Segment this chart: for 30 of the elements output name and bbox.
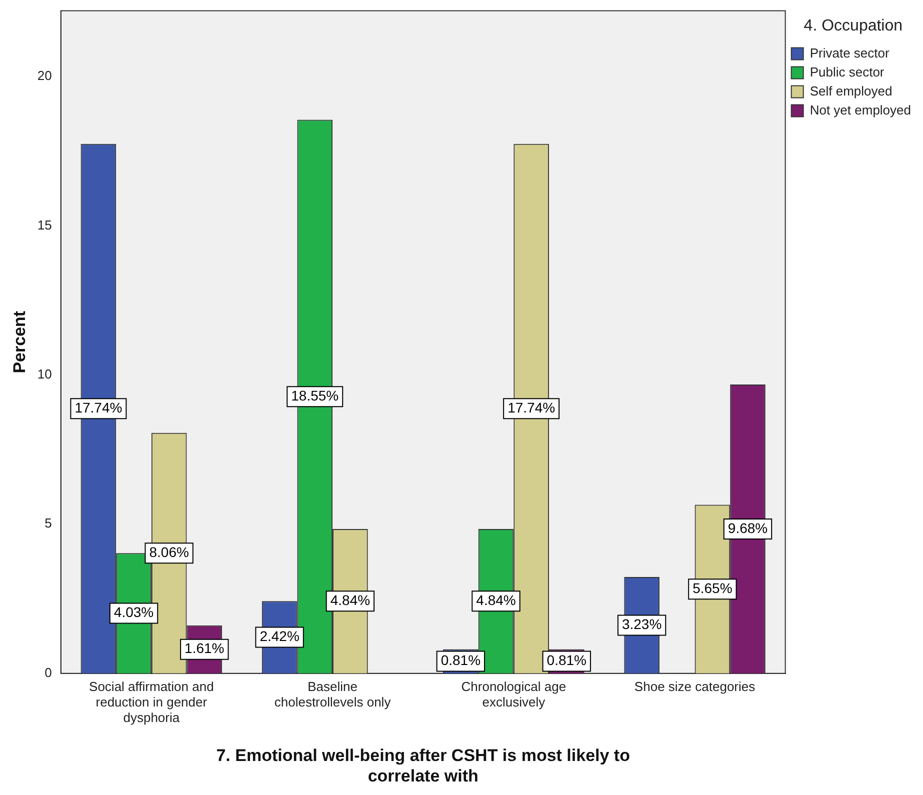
legend-label: Self employed bbox=[810, 83, 892, 98]
x-tick-label: Baseline cholestrollevels only bbox=[274, 678, 392, 710]
data-label: 9.68% bbox=[728, 520, 768, 536]
data-label: 0.81% bbox=[546, 652, 586, 668]
data-label: 18.55% bbox=[291, 387, 339, 404]
data-label: 0.81% bbox=[440, 652, 481, 668]
data-label: 8.06% bbox=[149, 544, 189, 560]
y-tick-label: 10 bbox=[37, 366, 52, 382]
data-label: 17.74% bbox=[74, 400, 122, 416]
legend-title: 4. Occupation bbox=[804, 17, 903, 34]
x-tick-label: Chronological age exclusively bbox=[461, 678, 566, 710]
y-tick-label: 0 bbox=[44, 664, 52, 680]
y-tick-label: 5 bbox=[44, 516, 52, 531]
x-tick-label: Shoe size categories bbox=[634, 678, 756, 694]
data-label: 4.03% bbox=[114, 604, 154, 620]
legend-label: Public sector bbox=[810, 64, 885, 80]
y-axis-title: Percent bbox=[10, 310, 29, 374]
data-label: 4.84% bbox=[476, 592, 516, 608]
data-label: 3.23% bbox=[622, 616, 662, 632]
y-tick-label: 20 bbox=[37, 68, 52, 84]
legend-label: Not yet employed bbox=[810, 102, 912, 118]
data-label: 2.42% bbox=[260, 628, 300, 644]
data-label: 1.61% bbox=[184, 640, 224, 656]
x-tick-label: Social affirmation and reduction in gender dysphoria bbox=[89, 678, 214, 725]
legend-label: Private sector bbox=[810, 45, 890, 60]
data-label: 5.65% bbox=[692, 580, 732, 596]
x-axis-title: 7. Emotional well-being after CSHT is most likely to correlate with bbox=[216, 746, 630, 786]
y-tick-label: 15 bbox=[37, 217, 52, 232]
data-label: 4.84% bbox=[330, 592, 370, 608]
data-label: 17.74% bbox=[508, 400, 556, 416]
